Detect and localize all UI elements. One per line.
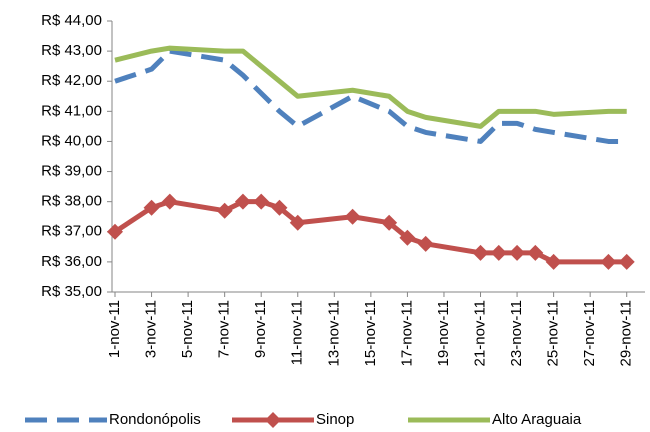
series-line xyxy=(114,45,627,129)
x-tick-label: 19-nov-11 xyxy=(435,300,452,366)
x-tick-label: 17-nov-11 xyxy=(398,300,415,366)
legend-marker xyxy=(265,412,281,428)
point-marker xyxy=(527,244,544,261)
point-marker xyxy=(234,193,251,210)
legend-item: Alto Araguaia xyxy=(408,411,582,428)
x-tick-label: 5-nov-11 xyxy=(179,300,196,358)
point-marker xyxy=(161,193,178,210)
point-marker xyxy=(289,214,306,231)
point-marker xyxy=(344,208,361,225)
legend-label: Rondonópolis xyxy=(109,411,201,428)
x-tick-label: 11-nov-11 xyxy=(289,300,306,365)
x-tick-label: 15-nov-11 xyxy=(362,300,379,366)
x-tick-label: 27-nov-11 xyxy=(581,300,598,366)
legend-label: Sinop xyxy=(316,411,354,428)
y-tick-label: R$ 41,00 xyxy=(41,102,102,119)
series-line xyxy=(113,199,627,265)
point-marker xyxy=(509,244,526,261)
x-tick-label: 29-nov-11 xyxy=(618,300,635,366)
x-tick-label: 13-nov-11 xyxy=(325,300,342,366)
point-marker xyxy=(399,229,416,246)
point-marker xyxy=(490,244,507,261)
point-marker xyxy=(143,199,160,216)
point-marker xyxy=(618,253,635,270)
point-marker xyxy=(417,235,434,252)
point-marker xyxy=(253,193,270,210)
x-tick-label: 3-nov-11 xyxy=(143,300,160,358)
point-marker xyxy=(545,253,562,270)
y-tick-label: R$ 39,00 xyxy=(41,163,102,180)
y-tick-label: R$ 35,00 xyxy=(41,283,102,300)
point-marker xyxy=(271,199,288,216)
point-marker xyxy=(600,253,617,270)
y-tick-label: R$ 36,00 xyxy=(41,253,102,270)
series-line xyxy=(114,48,627,144)
x-tick-label: 7-nov-11 xyxy=(216,300,233,358)
y-tick-label: R$ 40,00 xyxy=(41,132,102,149)
x-tick-label: 21-nov-11 xyxy=(471,300,488,366)
x-tick-label: 23-nov-11 xyxy=(508,300,525,366)
point-marker xyxy=(216,202,233,219)
legend-item: Sinop xyxy=(232,411,354,428)
point-marker xyxy=(472,244,489,261)
y-tick-label: R$ 42,00 xyxy=(41,72,102,89)
x-tick-label: 25-nov-11 xyxy=(545,300,562,366)
x-tick-label: 1-nov-11 xyxy=(106,300,123,358)
legend-label: Alto Araguaia xyxy=(492,411,582,428)
y-tick-label: R$ 44,00 xyxy=(41,12,102,29)
x-tick-label: 9-nov-11 xyxy=(252,300,269,358)
y-tick-label: R$ 37,00 xyxy=(41,223,102,240)
y-tick-label: R$ 38,00 xyxy=(41,193,102,210)
point-marker xyxy=(107,223,123,240)
y-tick-label: R$ 43,00 xyxy=(41,42,102,59)
point-marker xyxy=(381,214,398,231)
legend-item: Rondonópolis xyxy=(25,411,201,428)
